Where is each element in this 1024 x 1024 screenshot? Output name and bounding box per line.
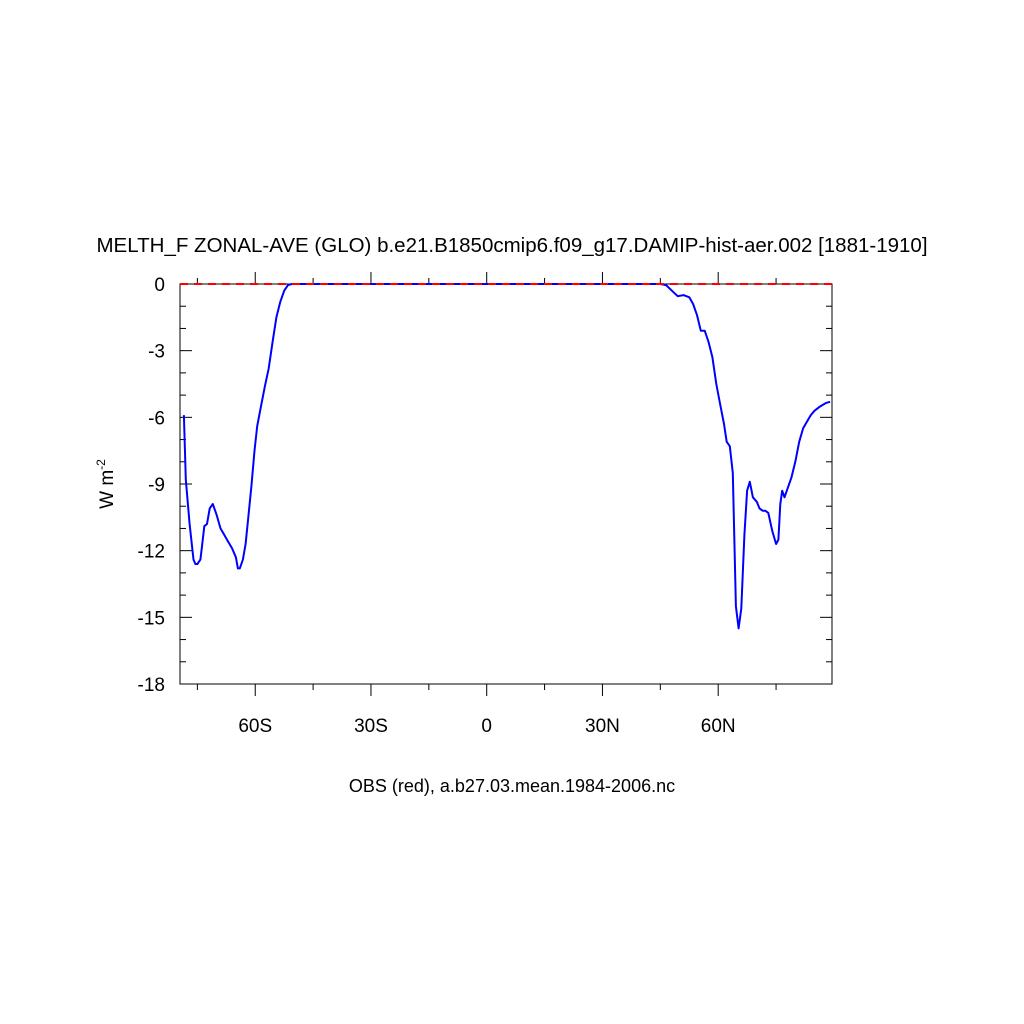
y-tick-label: -15 [138, 608, 165, 629]
y-axis: 0 -3 -6 -9 -12 -15 -18 [138, 275, 832, 696]
x-axis: 60S 30S 0 30N 60N [196, 272, 777, 737]
y-tick-label: 0 [154, 275, 165, 296]
y-tick-label: -9 [148, 475, 165, 496]
y-axis-label-exponent: -2 [94, 459, 108, 470]
y-tick-label: -18 [138, 675, 165, 696]
y-axis-label: W m-2 [94, 459, 118, 509]
x-tick-label: 60S [238, 716, 272, 737]
y-tick-label: -3 [148, 342, 165, 363]
model-series-line [182, 283, 831, 630]
x-tick-label: 30N [585, 716, 620, 737]
x-tick-label: 30S [354, 716, 388, 737]
chart-title: MELTH_F ZONAL-AVE (GLO) b.e21.B1850cmip6… [96, 234, 927, 257]
x-axis-label: OBS (red), a.b27.03.mean.1984-2006.nc [349, 776, 675, 796]
x-tick-label: 0 [481, 716, 492, 737]
y-axis-label-unit: W m [97, 470, 118, 509]
y-tick-label: -6 [148, 408, 165, 429]
y-tick-label: -12 [138, 542, 165, 563]
plot-frame [179, 283, 833, 685]
x-tick-label: 60N [701, 716, 736, 737]
plot-area [179, 283, 833, 685]
series-group [180, 283, 832, 630]
